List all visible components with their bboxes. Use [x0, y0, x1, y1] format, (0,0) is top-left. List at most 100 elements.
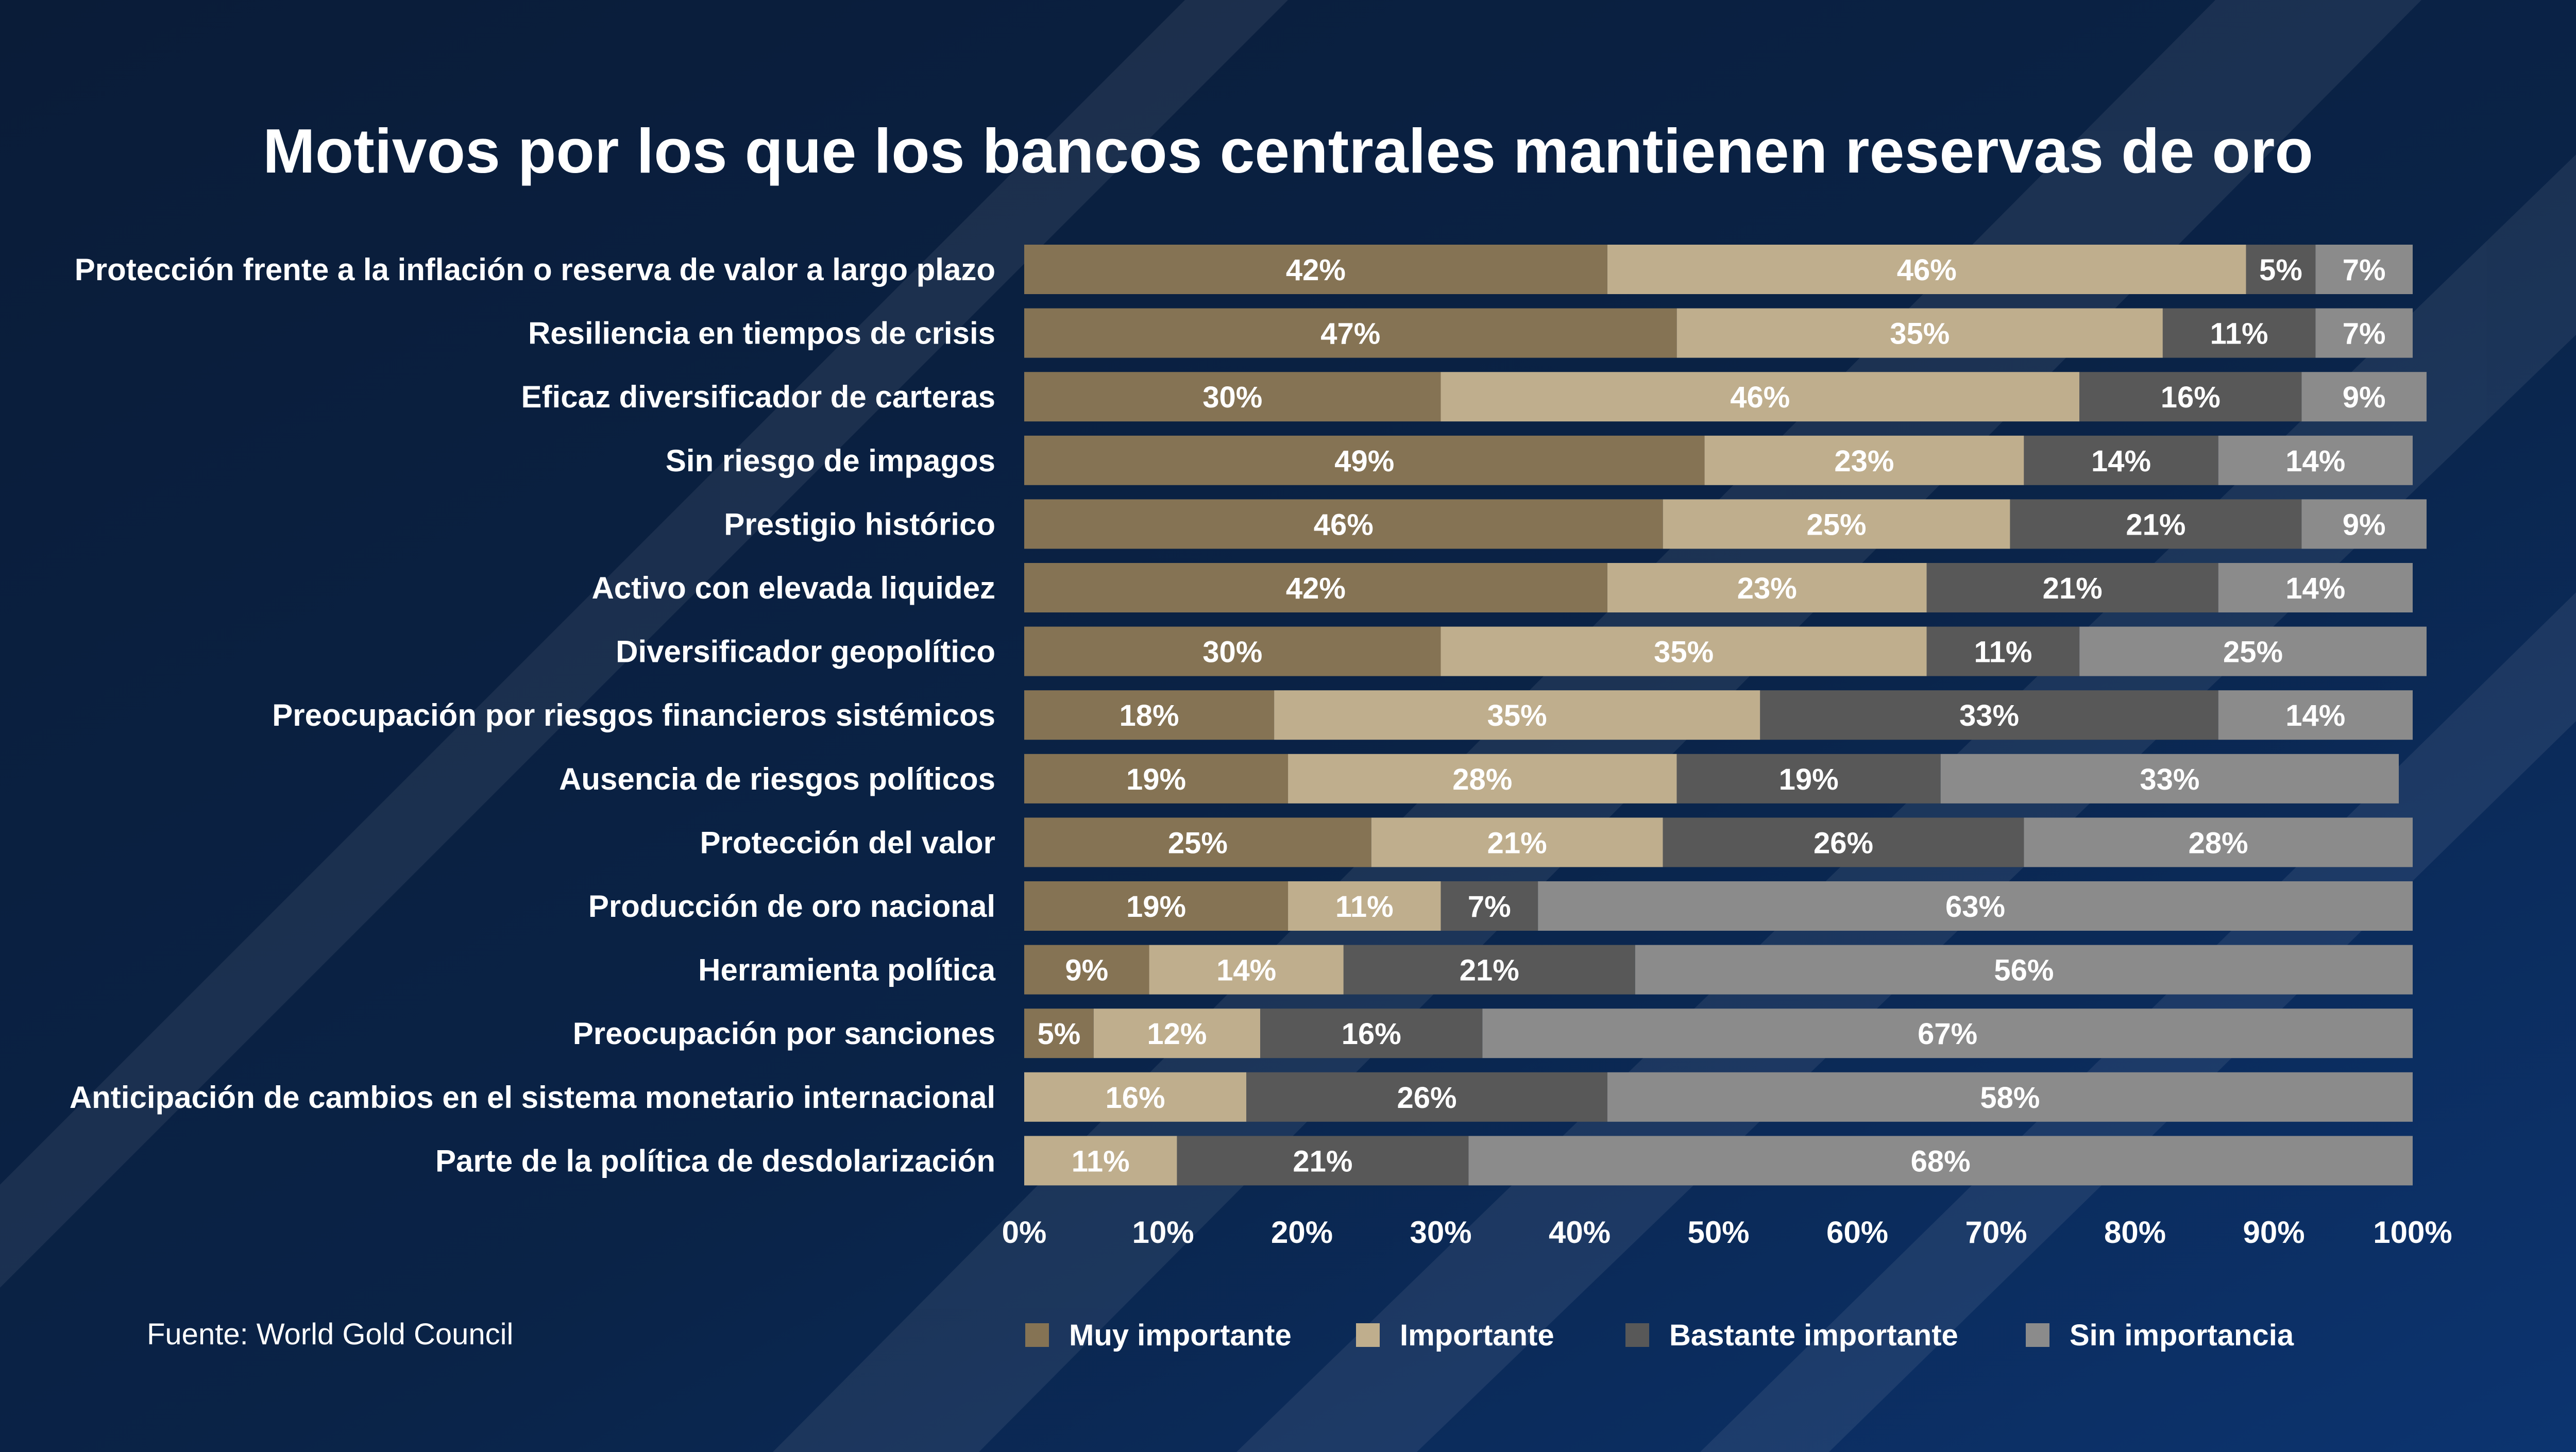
legend: Muy importante Importante Bastante importa…	[1025, 1319, 2294, 1352]
bar-segment	[1024, 754, 1289, 804]
bar-value-label: 30%	[1202, 381, 1262, 414]
bar-segment	[1538, 881, 2413, 931]
bar-segment	[2301, 372, 2427, 422]
category-label: Activo con elevada liquidez	[591, 571, 995, 605]
bar-value-label: 14%	[2285, 699, 2345, 732]
bar-value-label: 33%	[2140, 763, 2199, 796]
bar-segment	[1760, 690, 2218, 740]
bar-value-label: 28%	[1452, 763, 1512, 796]
bar-segment	[2246, 245, 2316, 294]
legend-label: Muy importante	[1069, 1319, 1292, 1352]
bar-segment	[1676, 308, 2163, 358]
bar-segment	[2010, 499, 2302, 549]
x-tick-label: 10%	[1132, 1215, 1194, 1250]
bar-value-label: 49%	[1334, 445, 1394, 478]
bar-value-label: 5%	[1037, 1017, 1080, 1051]
bar-value-label: 68%	[1911, 1144, 1971, 1178]
bars	[1024, 245, 2427, 1186]
legend-swatch	[2026, 1323, 2049, 1347]
bar-value-label: 67%	[1918, 1017, 1977, 1051]
bar-value-label: 11%	[1335, 890, 1394, 924]
bar-segment	[2315, 245, 2413, 294]
bar-segment	[1468, 1136, 2413, 1186]
legend-swatch	[1025, 1323, 1049, 1347]
x-tick-label: 50%	[1687, 1215, 1749, 1250]
bar-segment	[2218, 563, 2413, 612]
x-tick-label: 20%	[1271, 1215, 1333, 1250]
bar-value-label: 14%	[2285, 445, 2345, 478]
x-tick-label: 70%	[1965, 1215, 2027, 1250]
bar-segment	[1663, 817, 2024, 867]
bar-value-label: 35%	[1487, 699, 1547, 732]
bar-segment	[1440, 372, 2080, 422]
bar-segment	[2301, 499, 2427, 549]
bar-value-label: 21%	[1487, 826, 1547, 860]
x-tick-label: 40%	[1549, 1215, 1611, 1250]
bar-segment	[1024, 945, 1149, 995]
category-label: Resiliencia en tiempos de crisis	[528, 316, 995, 351]
category-label: Protección del valor	[700, 825, 995, 860]
category-label: Prestigio histórico	[724, 507, 995, 541]
bar-value-label: 19%	[1779, 763, 1839, 796]
bar-value-label: 11%	[2210, 317, 2268, 351]
bar-segment	[1663, 499, 2010, 549]
x-tick-label: 0%	[1002, 1215, 1047, 1250]
bar-segment	[1024, 817, 1371, 867]
bar-segment	[1024, 245, 1607, 294]
bar-segment	[1704, 435, 2024, 485]
bar-value-label: 30%	[1202, 636, 1262, 669]
bar-segment	[1440, 626, 1927, 676]
bar-segment	[1926, 626, 2080, 676]
source-note: Fuente: World Gold Council	[147, 1318, 513, 1351]
bar-segment	[1371, 817, 1663, 867]
bar-value-label: 25%	[1168, 826, 1228, 860]
category-label: Protección frente a la inflación o reser…	[75, 252, 995, 287]
bar-value-label: 26%	[1397, 1081, 1457, 1115]
bar-value-label: 7%	[1468, 890, 1511, 924]
x-tick-label: 100%	[2373, 1215, 2452, 1250]
bar-value-label: 33%	[1959, 699, 2019, 732]
bar-segment	[2315, 308, 2413, 358]
bar-value-label: 16%	[1106, 1081, 1165, 1115]
bar-value-label: 23%	[1737, 572, 1797, 605]
bar-value-label: 9%	[2343, 508, 2386, 541]
category-label: Eficaz diversificador de carteras	[521, 380, 995, 414]
bar-value-label: 9%	[2343, 381, 2386, 414]
bar-segment	[1024, 563, 1607, 612]
bar-segment	[1024, 1009, 1094, 1058]
bar-segment	[1274, 690, 1760, 740]
bar-value-label: 47%	[1320, 317, 1380, 351]
bar-segment	[1024, 881, 1289, 931]
category-label: Sin riesgo de impagos	[666, 443, 995, 478]
x-axis-ticks: 0% 10% 20% 30% 40% 50% 60% 70% 80% 90% 100%	[1002, 1215, 2452, 1250]
bar-segment	[1024, 435, 1705, 485]
bar-segment	[1093, 1009, 1261, 1058]
bar-segment	[2079, 626, 2427, 676]
bar-segment	[1024, 1136, 1177, 1186]
bar-value-label: 23%	[1834, 445, 1894, 478]
bar-segment	[1440, 881, 1538, 931]
bar-value-label: 11%	[1072, 1144, 1130, 1178]
category-label: Preocupación por riesgos financieros sis…	[272, 698, 995, 732]
bar-segment	[1024, 626, 1441, 676]
bar-value-label: 19%	[1126, 763, 1186, 796]
bar-segment	[2218, 690, 2413, 740]
category-label: Producción de oro nacional	[588, 889, 995, 924]
bar-segment	[1260, 1009, 1483, 1058]
x-tick-label: 90%	[2243, 1215, 2304, 1250]
bar-value-label: 35%	[1890, 317, 1950, 351]
bar-value-label: 25%	[1807, 508, 1867, 541]
bar-value-label: 46%	[1897, 253, 1957, 287]
bar-value-label: 21%	[1293, 1144, 1352, 1178]
x-tick-label: 60%	[1826, 1215, 1888, 1250]
bar-value-label: 35%	[1654, 636, 1714, 669]
legend-label: Sin importancia	[2070, 1319, 2294, 1352]
bar-value-label: 19%	[1126, 890, 1186, 924]
bar-segment	[1607, 563, 1927, 612]
bar-segment	[1149, 945, 1344, 995]
category-label: Anticipación de cambios en el sistema mo…	[70, 1080, 995, 1115]
bar-segment	[1940, 754, 2399, 804]
bar-value-label: 5%	[2259, 253, 2302, 287]
legend-swatch	[1356, 1323, 1380, 1347]
bar-value-label: 16%	[1342, 1017, 1401, 1051]
